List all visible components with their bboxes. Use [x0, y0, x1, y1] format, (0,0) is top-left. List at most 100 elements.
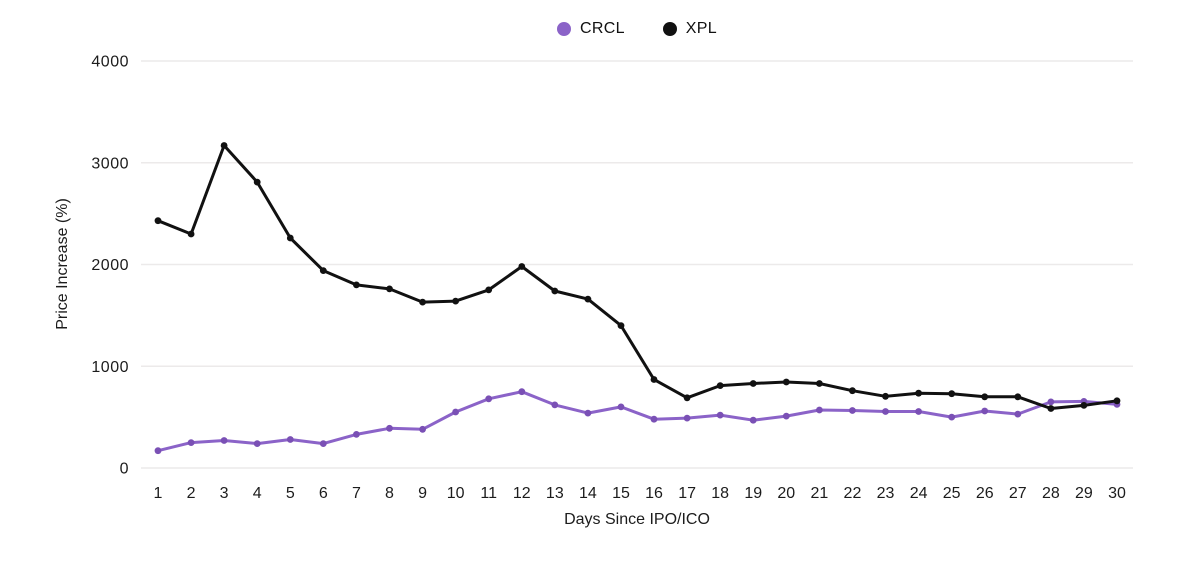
x-tick-label-22: 22 [844, 485, 862, 502]
series-group [154, 142, 1121, 455]
crcl-marker-day-10 [452, 408, 459, 416]
xpl-marker-day-22 [849, 387, 856, 395]
xpl-marker-day-26 [981, 393, 989, 401]
crcl-marker-day-20 [782, 412, 790, 420]
crcl-marker-day-15 [617, 403, 625, 411]
xpl-marker-day-25 [948, 390, 956, 398]
xpl-marker-day-2 [187, 230, 195, 238]
xpl-marker-day-16 [650, 376, 658, 383]
xpl-marker-day-11 [485, 286, 493, 294]
y-axis-title: Price Increase (%) [54, 198, 71, 330]
crcl-marker-day-23 [882, 408, 889, 415]
crcl-marker-day-7 [353, 431, 360, 438]
crcl-marker-day-11 [485, 395, 493, 403]
xpl-marker-day-27 [1014, 393, 1022, 401]
xpl-marker-day-9 [419, 298, 426, 306]
x-tick-label-18: 18 [711, 485, 729, 502]
x-tick-label-30: 30 [1108, 485, 1126, 502]
xpl-legend-dot-icon [662, 22, 677, 36]
crcl-marker-day-6 [319, 440, 327, 447]
crcl-marker-day-24 [915, 408, 922, 415]
crcl-marker-day-3 [220, 437, 228, 444]
xpl-line [156, 144, 1119, 410]
x-tick-label-13: 13 [546, 485, 564, 502]
y-tick-label-0: 0 [120, 461, 129, 478]
x-tick-label-19: 19 [744, 485, 762, 502]
x-tick-label-20: 20 [777, 485, 795, 502]
crcl-marker-day-25 [948, 413, 956, 421]
xpl-legend-label: XPL [685, 20, 717, 37]
crcl-marker-day-5 [286, 436, 294, 443]
x-tick-label-27: 27 [1009, 485, 1027, 502]
x-tick-label-14: 14 [579, 485, 597, 502]
x-tick-label-4: 4 [253, 485, 262, 502]
x-tick-label-11: 11 [480, 485, 497, 502]
xpl-marker-day-28 [1047, 405, 1055, 412]
x-tick-label-1: 1 [154, 485, 163, 502]
xpl-marker-day-12 [518, 263, 526, 270]
x-tick-label-7: 7 [352, 485, 361, 502]
xpl-marker-day-20 [782, 378, 790, 386]
x-tick-label-26: 26 [976, 485, 994, 502]
crcl-marker-day-19 [749, 416, 757, 424]
x-tick-label-10: 10 [447, 485, 465, 502]
y-tick-label-3000: 3000 [91, 155, 129, 172]
crcl-marker-day-14 [584, 409, 592, 417]
xpl-marker-day-10 [452, 297, 459, 305]
crcl-marker-day-26 [981, 407, 989, 415]
x-tick-label-16: 16 [645, 485, 663, 502]
legend-item-xpl[interactable]: XPL [662, 20, 717, 38]
x-tick-label-29: 29 [1075, 485, 1093, 502]
crcl-marker-day-2 [187, 439, 195, 446]
x-tick-label-21: 21 [810, 485, 828, 502]
xpl-marker-day-13 [551, 287, 559, 295]
xpl-marker-day-18 [716, 382, 724, 389]
x-tick-label-15: 15 [612, 485, 630, 502]
x-tick-label-25: 25 [943, 485, 961, 502]
x-tick-label-12: 12 [513, 485, 531, 502]
x-tick-label-28: 28 [1042, 485, 1060, 502]
xpl-marker-day-3 [220, 142, 228, 149]
x-tick-label-8: 8 [385, 485, 394, 502]
xpl-marker-day-30 [1113, 397, 1121, 405]
crcl-marker-day-22 [849, 407, 856, 414]
xpl-marker-day-17 [683, 394, 691, 402]
x-tick-label-6: 6 [319, 485, 328, 502]
x-tick-label-17: 17 [678, 485, 696, 502]
x-tick-label-9: 9 [418, 485, 427, 502]
xpl-marker-day-24 [915, 389, 922, 397]
xpl-marker-day-5 [286, 234, 294, 242]
crcl-marker-day-9 [419, 425, 426, 433]
xpl-marker-day-4 [253, 178, 261, 186]
x-tick-label-23: 23 [877, 485, 895, 502]
xpl-marker-day-8 [386, 285, 393, 293]
crcl-marker-day-12 [518, 388, 526, 396]
crcl-marker-day-28 [1047, 398, 1055, 406]
crcl-marker-day-21 [816, 406, 823, 414]
x-axis-title: Days Since IPO/ICO [564, 511, 710, 528]
crcl-legend-dot-icon [557, 22, 572, 36]
y-tick-label-1000: 1000 [91, 359, 129, 376]
xpl-marker-day-19 [749, 380, 757, 387]
x-tick-label-2: 2 [187, 485, 196, 502]
crcl-marker-day-16 [650, 415, 658, 423]
crcl-marker-day-8 [386, 424, 393, 432]
crcl-marker-day-13 [551, 401, 559, 409]
xpl-marker-day-15 [617, 322, 625, 329]
crcl-marker-day-1 [154, 447, 162, 455]
xpl-marker-day-1 [154, 217, 162, 225]
chart-legend: CRCL XPL [141, 20, 1133, 38]
legend-item-crcl[interactable]: CRCL [557, 20, 625, 38]
gridlines-group [141, 60, 1133, 469]
y-tick-label-4000: 4000 [91, 54, 129, 71]
x-tick-label-3: 3 [220, 485, 229, 502]
x-tick-label-5: 5 [286, 485, 295, 502]
crcl-marker-day-17 [683, 414, 691, 422]
xpl-marker-day-21 [816, 380, 823, 387]
crcl-marker-day-27 [1014, 410, 1022, 418]
crcl-marker-day-4 [253, 440, 261, 447]
xpl-marker-day-23 [882, 392, 889, 400]
crcl-legend-label: CRCL [580, 20, 625, 37]
